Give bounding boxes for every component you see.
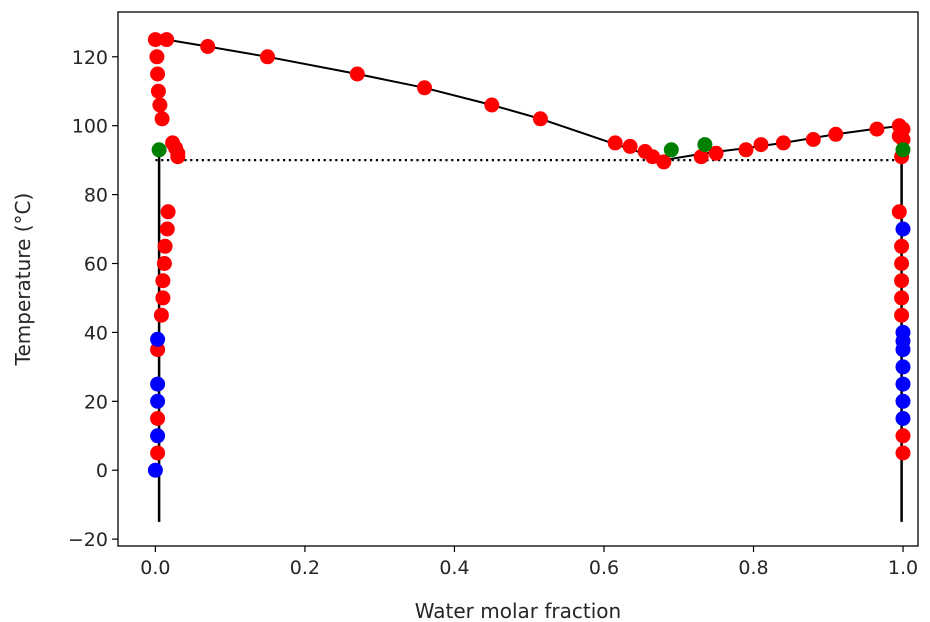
blue-data-point-3 bbox=[150, 376, 166, 392]
plot-frame bbox=[117, 11, 919, 547]
red-data-point-9 bbox=[622, 138, 638, 154]
red-data-point-50 bbox=[894, 307, 910, 323]
red-data-point-44 bbox=[150, 445, 166, 461]
blue-data-point-12 bbox=[895, 411, 911, 426]
red-data-point-42 bbox=[150, 342, 166, 358]
red-data-point-11 bbox=[645, 149, 661, 165]
red-data-point-30 bbox=[154, 111, 170, 127]
plot-lines bbox=[155, 38, 904, 522]
red-data-point-43 bbox=[150, 411, 166, 426]
green-data-point-2 bbox=[697, 137, 713, 153]
x-tick-label: 0.6 bbox=[589, 557, 619, 579]
red-data-point-5 bbox=[417, 80, 432, 96]
blue-data-point-9 bbox=[895, 359, 911, 375]
y-tick-label: 120 bbox=[72, 47, 108, 69]
y-axis: −20 0 20 40 60 80 100 120 bbox=[68, 47, 118, 551]
x-axis-label: Water molar fraction bbox=[415, 599, 621, 622]
red-data-point-48 bbox=[894, 273, 910, 289]
red-data-point-6 bbox=[484, 97, 500, 113]
red-data-point-14 bbox=[708, 145, 724, 161]
red-data-point-1 bbox=[159, 32, 175, 48]
red-data-point-17 bbox=[775, 135, 791, 151]
red-data-point-13 bbox=[693, 149, 709, 165]
red-data-point-24 bbox=[895, 132, 911, 147]
x-tick-label: 0.4 bbox=[439, 557, 469, 579]
red-data-point-35 bbox=[160, 204, 176, 220]
red-data-point-26 bbox=[149, 49, 165, 65]
blue-data-point-10 bbox=[895, 376, 911, 392]
x-tick-label: 0.2 bbox=[290, 557, 320, 579]
red-data-point-15 bbox=[738, 142, 754, 158]
green-data-point-3 bbox=[895, 142, 911, 158]
y-tick-label: 60 bbox=[84, 253, 108, 275]
x-tick-label: 1.0 bbox=[888, 557, 918, 579]
red-data-point-20 bbox=[869, 121, 885, 137]
blue-data-point-2 bbox=[150, 393, 166, 409]
red-data-point-2 bbox=[200, 39, 216, 54]
red-data-point-7 bbox=[532, 111, 548, 127]
red-data-point-29 bbox=[152, 97, 168, 113]
x-axis: 0.0 0.2 0.4 0.6 0.8 1.0 bbox=[140, 546, 918, 579]
red-data-point-3 bbox=[260, 49, 275, 65]
red-data-point-4 bbox=[349, 66, 365, 82]
y-tick-label: 80 bbox=[84, 185, 108, 207]
red-data-point-40 bbox=[155, 290, 171, 306]
red-data-point-52 bbox=[895, 445, 911, 461]
red-data-point-38 bbox=[156, 256, 172, 271]
red-data-point-37 bbox=[157, 238, 173, 254]
blue-data-point-1 bbox=[150, 428, 166, 444]
red-data-point-51 bbox=[895, 428, 911, 444]
red-data-point-27 bbox=[150, 66, 166, 82]
red-data-point-12 bbox=[656, 154, 672, 170]
y-tick-label: 20 bbox=[84, 391, 108, 413]
x-tick-label: 0.0 bbox=[140, 557, 170, 579]
y-tick-label: 0 bbox=[96, 460, 108, 482]
red-data-point-28 bbox=[150, 83, 166, 99]
blue-data-point-5 bbox=[895, 221, 911, 237]
red-data-point-36 bbox=[159, 221, 175, 237]
plot-points bbox=[147, 32, 911, 478]
red-data-point-34 bbox=[170, 149, 186, 165]
green-data-point-0 bbox=[151, 142, 167, 158]
red-data-point-16 bbox=[753, 137, 769, 153]
green-data-point-1 bbox=[663, 142, 679, 158]
y-tick-label: 100 bbox=[72, 116, 108, 138]
red-data-point-0 bbox=[147, 32, 163, 48]
y-axis-label: Temperature (°C) bbox=[11, 193, 35, 367]
y-tick-label: 40 bbox=[84, 322, 108, 344]
red-data-point-18 bbox=[805, 132, 821, 147]
blue-data-point-4 bbox=[150, 331, 166, 347]
red-data-point-46 bbox=[894, 238, 910, 254]
x-tick-label: 0.8 bbox=[738, 557, 768, 579]
red-data-point-8 bbox=[607, 135, 623, 151]
red-data-point-47 bbox=[894, 256, 910, 271]
red-data-point-19 bbox=[828, 126, 844, 142]
blue-data-point-0 bbox=[147, 462, 163, 478]
red-data-point-45 bbox=[891, 204, 907, 220]
y-tick-label: −20 bbox=[68, 529, 108, 551]
blue-data-point-11 bbox=[895, 393, 911, 409]
red-data-point-49 bbox=[894, 290, 910, 306]
red-data-point-39 bbox=[155, 273, 171, 289]
red-data-point-41 bbox=[153, 307, 169, 323]
blue-data-point-8 bbox=[895, 342, 911, 358]
